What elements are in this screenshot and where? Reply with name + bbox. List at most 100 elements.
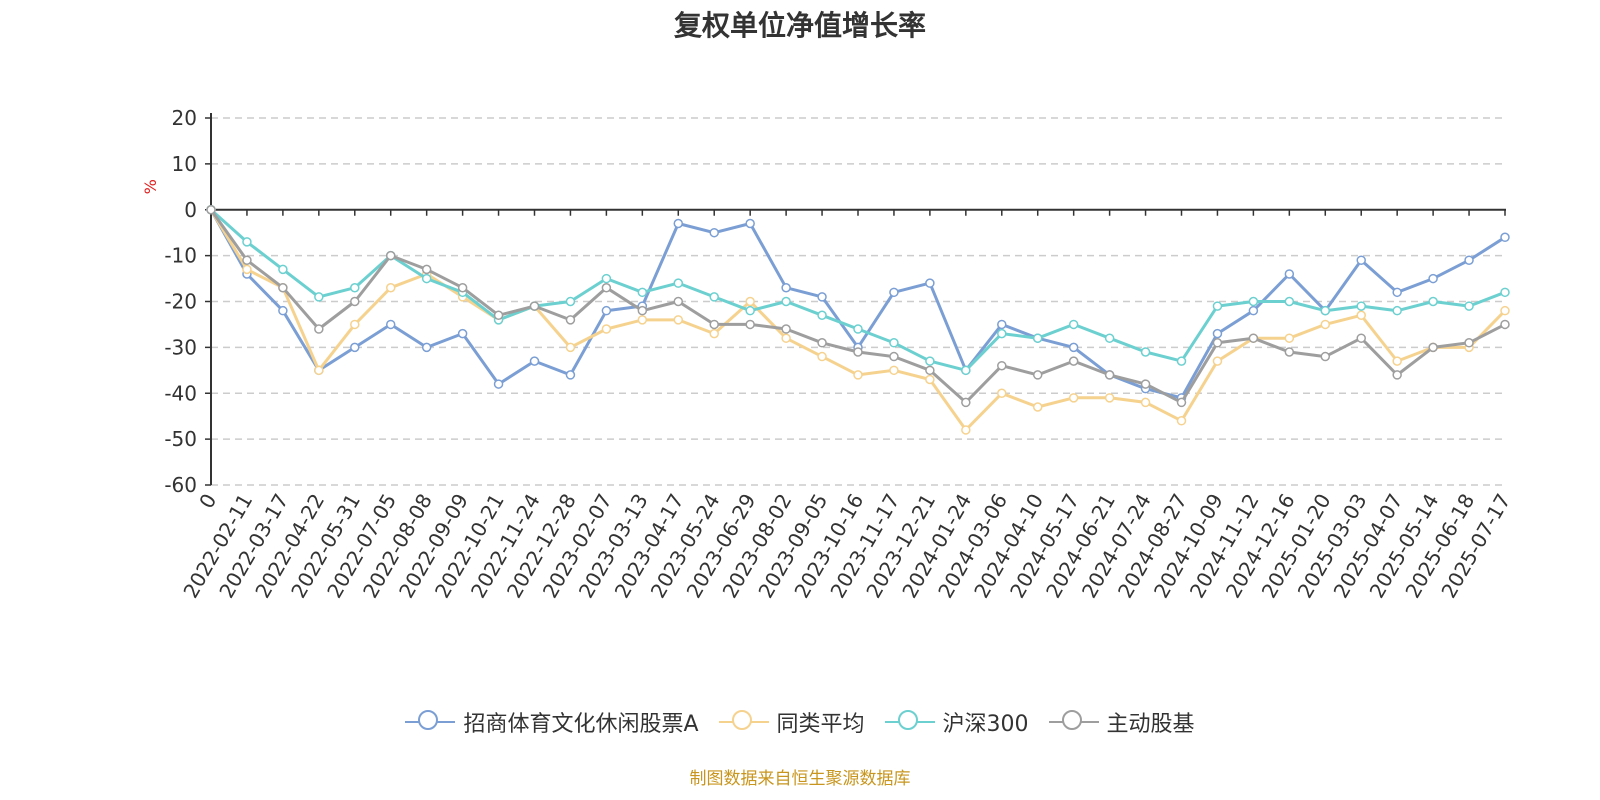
data-point <box>601 273 612 284</box>
data-point <box>385 250 396 261</box>
data-point <box>1500 232 1510 243</box>
data-point <box>1068 356 1079 366</box>
data-point <box>1464 338 1474 348</box>
data-point <box>1500 287 1510 298</box>
data-point <box>1032 370 1043 380</box>
data-point <box>889 338 899 348</box>
legend-label: 招商体育文化休闲股票A <box>463 712 699 737</box>
data-point <box>1356 310 1366 321</box>
data-point <box>1392 370 1402 380</box>
data-point <box>781 324 791 334</box>
data-point <box>709 227 719 238</box>
data-point <box>1356 255 1366 265</box>
data-point <box>1428 296 1438 307</box>
data-point <box>637 305 648 316</box>
data-point <box>1248 333 1259 343</box>
y-tick-label: 20 <box>172 106 197 130</box>
data-point <box>1212 301 1223 311</box>
data-point <box>242 255 252 265</box>
legend-item[interactable]: 同类平均 <box>718 706 865 738</box>
data-point <box>925 374 935 385</box>
y-tick-label: -20 <box>164 290 197 314</box>
y-tick-label: 0 <box>184 198 197 222</box>
data-point <box>853 347 863 357</box>
data-point <box>278 305 288 316</box>
data-point <box>565 370 576 380</box>
data-point <box>1320 351 1331 362</box>
data-point <box>781 333 791 343</box>
data-point <box>1140 347 1151 357</box>
data-point <box>673 315 684 325</box>
data-point <box>673 278 684 288</box>
data-point <box>745 296 755 307</box>
y-tick-label: -40 <box>164 381 197 405</box>
data-point <box>350 282 360 293</box>
data-point <box>1428 273 1438 284</box>
label-layer: 20100-10-20-30-40-50-60%02022-02-112022-… <box>141 106 1515 602</box>
data-point <box>565 296 576 307</box>
legend-item[interactable]: 招商体育文化休闲股票A <box>405 706 699 738</box>
data-point <box>1140 397 1151 408</box>
data-point <box>1068 319 1079 330</box>
legend-marker-icon <box>1048 710 1099 734</box>
series-line <box>209 209 1506 400</box>
data-point <box>673 296 684 307</box>
y-tick-label: 10 <box>172 152 197 176</box>
y-axis-unit-label: % <box>141 179 160 194</box>
data-point <box>421 342 432 353</box>
data-point <box>314 324 324 334</box>
data-point <box>781 282 791 293</box>
legend-label: 同类平均 <box>776 712 865 737</box>
data-point <box>529 356 540 366</box>
legend-label: 主动股基 <box>1106 712 1195 737</box>
data-point <box>961 365 971 376</box>
data-point <box>421 273 432 284</box>
data-point <box>278 282 288 293</box>
data-point <box>853 324 863 334</box>
data-point <box>997 328 1007 339</box>
data-point <box>817 310 827 321</box>
data-point <box>457 328 468 339</box>
data-point <box>493 310 504 321</box>
legend-label: 沪深300 <box>942 712 1029 737</box>
data-point <box>1068 393 1079 403</box>
data-point <box>529 301 540 311</box>
series-layer <box>206 205 1510 435</box>
source-note: 制图数据来自恒生聚源数据库 <box>689 769 911 789</box>
data-point <box>1356 301 1366 311</box>
data-point <box>601 324 612 334</box>
data-point <box>1320 319 1331 330</box>
data-point <box>781 296 791 307</box>
data-point <box>1284 333 1295 343</box>
data-point <box>350 296 360 307</box>
data-point <box>1500 319 1510 330</box>
data-point <box>1176 416 1187 426</box>
data-point <box>1068 342 1079 353</box>
series-line <box>209 209 1507 432</box>
data-point <box>1104 393 1115 403</box>
data-point <box>457 282 468 293</box>
data-point <box>889 287 899 298</box>
y-tick-label: -30 <box>164 335 197 359</box>
data-point <box>889 351 899 362</box>
data-point <box>745 305 755 316</box>
axis-layer <box>205 113 1506 486</box>
data-point <box>1032 402 1043 412</box>
chart-title: 复权单位净值增长率 <box>673 9 926 42</box>
data-point <box>206 205 216 215</box>
data-point <box>493 379 504 389</box>
data-point <box>278 264 288 275</box>
data-point <box>421 264 432 275</box>
data-point <box>1284 347 1295 357</box>
legend-marker-icon <box>884 710 935 734</box>
legend-item[interactable]: 主动股基 <box>1048 706 1195 738</box>
data-point <box>709 328 719 339</box>
data-point <box>242 264 252 275</box>
chart-legend: 招商体育文化休闲股票A 同类平均 沪深300 主动股基 <box>0 706 1600 738</box>
legend-item[interactable]: 沪深300 <box>884 706 1029 738</box>
data-point <box>601 282 612 293</box>
data-point <box>997 388 1007 398</box>
data-point <box>601 305 612 316</box>
data-point <box>1212 356 1223 366</box>
data-point <box>1104 333 1115 343</box>
